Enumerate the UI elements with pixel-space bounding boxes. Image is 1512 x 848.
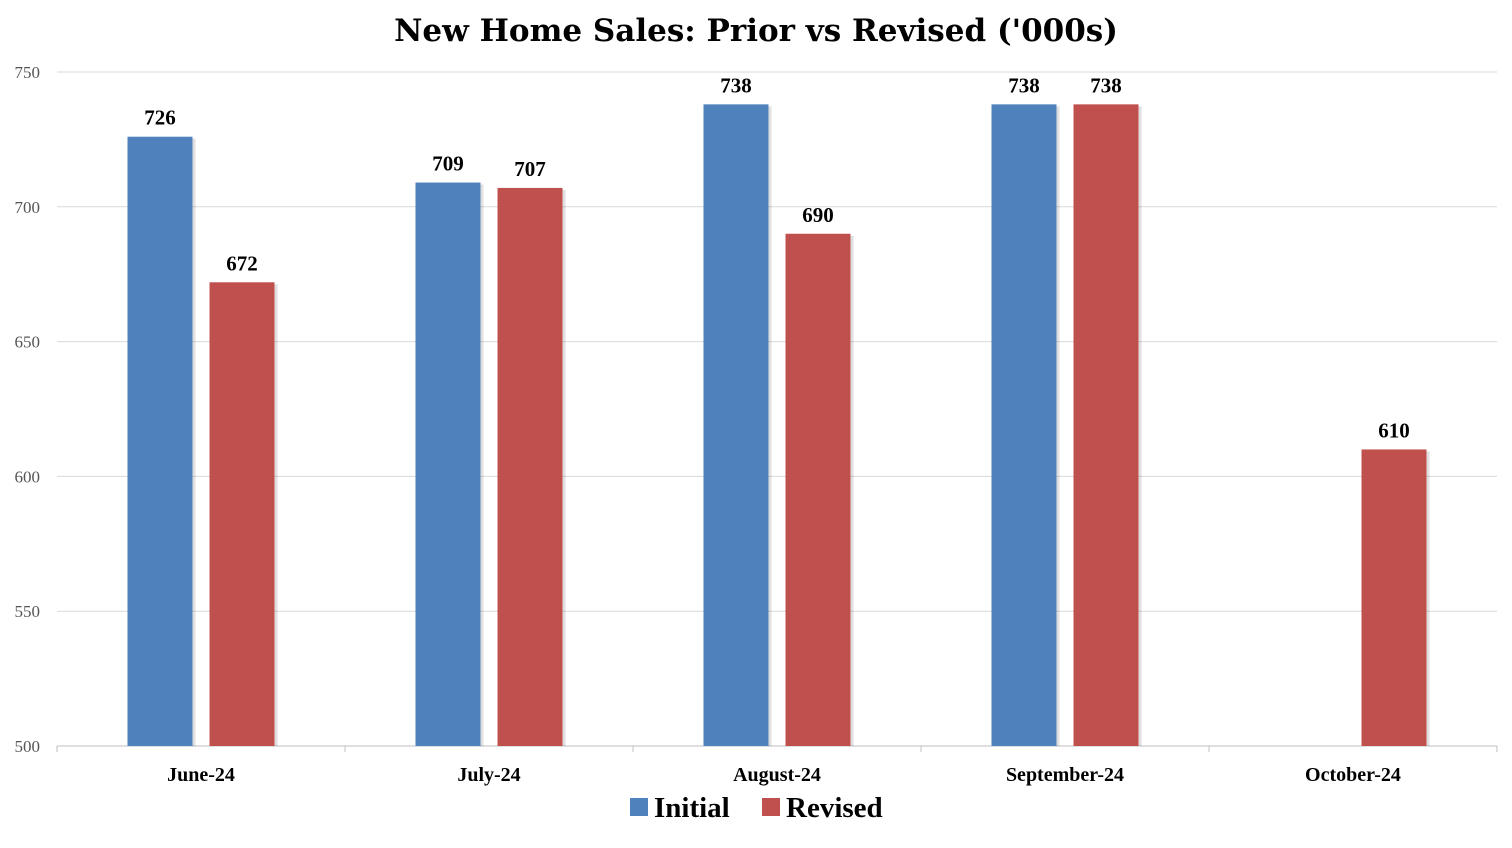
y-tick-label: 750 [15, 63, 41, 82]
bar-revised [497, 187, 563, 747]
bar-revised [1073, 104, 1139, 747]
data-label: 707 [514, 157, 546, 181]
y-tick-label: 500 [15, 737, 41, 756]
bar-revised [785, 233, 851, 746]
data-label: 738 [1090, 73, 1122, 97]
x-tick-label: August-24 [733, 764, 821, 786]
bar-initial [703, 104, 769, 747]
bar-revised [1361, 449, 1427, 746]
legend: Initial Revised [630, 792, 883, 824]
data-label: 726 [144, 106, 176, 130]
x-tick-label: October-24 [1305, 764, 1401, 786]
data-label: 672 [226, 251, 258, 275]
bar-initial [991, 104, 1057, 747]
chart-title: New Home Sales: Prior vs Revised ('000s) [394, 13, 1118, 49]
data-label: 610 [1378, 418, 1410, 442]
y-axis-ticks: 500 550 600 650 700 750 [15, 63, 41, 756]
y-tick-label: 550 [15, 602, 41, 621]
bar-initial [415, 182, 481, 746]
bar-initial [127, 136, 193, 747]
data-label: 738 [720, 73, 752, 97]
y-tick-label: 650 [15, 333, 41, 352]
data-label: 690 [802, 203, 834, 227]
data-label: 709 [432, 152, 464, 176]
legend-swatch-initial [630, 798, 648, 816]
legend-label-revised: Revised [786, 792, 883, 824]
x-tick-label: September-24 [1006, 764, 1124, 786]
legend-label-initial: Initial [654, 792, 730, 824]
x-tick-label: June-24 [167, 764, 235, 786]
bar-revised [209, 282, 275, 746]
x-axis-ticks: June-24 July-24 August-24 September-24 Octob… [167, 764, 1401, 786]
legend-swatch-revised [762, 798, 780, 816]
data-label: 738 [1008, 73, 1040, 97]
data-labels: 726 672 709 707 738 690 738 738 610 [144, 73, 1410, 442]
bars [127, 104, 1430, 747]
x-tick-label: July-24 [457, 764, 520, 786]
y-tick-label: 700 [15, 198, 41, 217]
gridlines [56, 71, 1498, 752]
y-tick-label: 600 [15, 467, 41, 486]
